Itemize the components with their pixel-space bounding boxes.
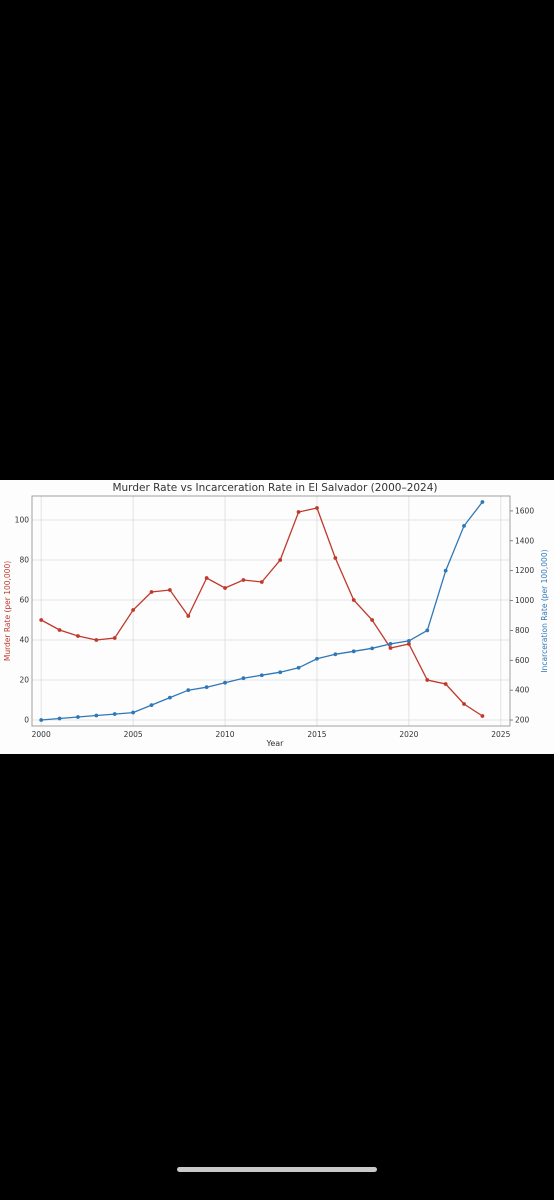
x-tick-label: 2000 (32, 730, 51, 739)
y-tick-label-right: 400 (515, 686, 530, 695)
y-tick-label-left: 80 (19, 556, 29, 565)
data-point-0 (186, 614, 191, 618)
data-point-0 (315, 506, 319, 510)
chart-title: Murder Rate vs Incarceration Rate in El … (112, 482, 437, 494)
data-point-1 (149, 703, 154, 707)
data-point-0 (462, 702, 466, 706)
y-tick-label-left: 100 (15, 516, 30, 525)
data-point-1 (186, 688, 191, 693)
data-point-0 (443, 682, 448, 686)
y-axis-label-left: Murder Rate (per 100,000) (3, 561, 12, 661)
x-tick-label: 2015 (307, 730, 326, 739)
data-point-1 (76, 715, 80, 719)
data-point-1 (406, 638, 411, 643)
data-point-1 (462, 523, 466, 528)
data-point-1 (370, 646, 375, 651)
tick-labels: 2000 2005 2010 2015 2020 2025 0 20 40 60 80 100 200 4… (15, 506, 535, 739)
data-point-0 (57, 628, 62, 632)
data-point-1 (443, 568, 448, 573)
data-point-0 (333, 556, 338, 560)
y-tick-label-right: 600 (515, 656, 530, 665)
data-point-1 (388, 641, 393, 646)
data-point-1 (241, 676, 246, 681)
data-point-1 (315, 656, 319, 661)
data-point-0 (259, 580, 264, 584)
data-point-0 (388, 646, 393, 650)
x-axis-label: Year (266, 739, 285, 748)
data-point-1 (39, 718, 44, 722)
x-tick-label: 2005 (124, 730, 143, 739)
data-point-1 (480, 500, 485, 504)
y-tick-label-right: 1600 (515, 506, 534, 515)
data-point-0 (425, 678, 430, 682)
x-tick-label: 2025 (491, 730, 510, 739)
data-point-1 (333, 652, 338, 657)
y-tick-label-right: 1000 (515, 596, 534, 605)
data-point-0 (241, 578, 246, 582)
data-point-1 (167, 695, 172, 700)
y-tick-label-right: 1400 (515, 536, 534, 545)
data-point-1 (425, 628, 430, 633)
data-point-0 (76, 634, 80, 638)
data-point-0 (370, 618, 375, 622)
grid (32, 496, 510, 726)
data-point-0 (296, 510, 301, 514)
data-point-0 (480, 714, 485, 718)
data-point-0 (223, 586, 227, 590)
data-point-1 (223, 680, 227, 685)
plot-frame (31, 495, 511, 727)
y-tick-label-left: 40 (19, 636, 29, 645)
home-indicator (177, 1167, 377, 1172)
y-tick-label-left: 60 (19, 596, 29, 605)
data-point-0 (94, 638, 99, 642)
y-tick-label-right: 1200 (515, 566, 534, 575)
y-tick-label-right: 200 (515, 716, 530, 725)
data-point-0 (131, 608, 136, 612)
data-point-0 (112, 636, 117, 640)
data-point-1 (296, 665, 301, 670)
data-point-0 (149, 590, 154, 594)
series (39, 500, 485, 722)
y-tick-label-right: 800 (515, 626, 530, 635)
data-point-0 (278, 558, 283, 562)
y-tick-label-left: 20 (19, 676, 29, 685)
data-point-1 (57, 716, 62, 721)
data-point-0 (167, 588, 172, 592)
y-tick-label-left: 0 (24, 716, 29, 725)
y-axis-label-right: Incarceration Rate (per 100,000) (540, 549, 549, 672)
data-point-1 (94, 713, 99, 718)
x-tick-label: 2020 (399, 730, 418, 739)
data-point-1 (131, 710, 136, 715)
x-tick-label: 2010 (215, 730, 234, 739)
series-line-0 (40, 507, 483, 717)
data-point-0 (204, 576, 209, 580)
data-point-1 (278, 670, 283, 675)
line-chart: Murder Rate vs Incarceration Rate in El … (3, 482, 549, 748)
data-point-0 (351, 598, 356, 602)
data-point-1 (351, 649, 356, 654)
data-point-0 (39, 618, 44, 622)
data-point-1 (259, 673, 264, 678)
data-point-1 (204, 685, 209, 690)
data-point-1 (112, 712, 117, 716)
chart-panel: Murder Rate vs Incarceration Rate in El … (0, 480, 554, 754)
series-line-1 (41, 501, 483, 721)
data-point-0 (406, 642, 411, 646)
